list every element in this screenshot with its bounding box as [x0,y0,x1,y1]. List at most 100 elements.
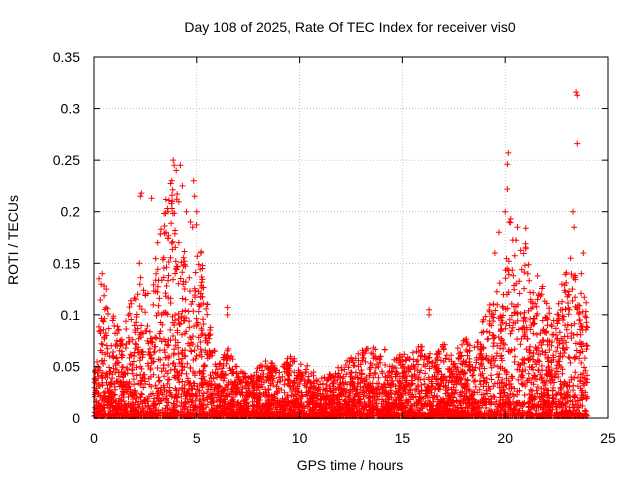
data-point [310,383,317,389]
data-point [454,345,461,352]
data-point [149,390,156,397]
data-point [273,406,280,413]
data-point [415,400,422,407]
data-point [524,335,531,342]
data-point [496,400,503,407]
data-point [418,402,425,408]
data-point [512,353,518,360]
data-point [97,297,104,303]
data-point [206,335,213,342]
data-point [473,357,480,363]
data-point [208,349,215,356]
data-point [505,289,512,296]
data-point [166,387,173,394]
data-point [417,376,424,383]
data-point [453,368,460,375]
data-point [186,324,193,331]
data-point [314,387,321,394]
data-point [405,398,412,405]
data-point [175,239,182,246]
data-point [188,399,195,406]
data-point [250,383,257,390]
data-point [274,379,281,386]
data-point [491,380,498,387]
data-point [110,313,117,320]
data-point [190,368,196,375]
data-point [319,380,326,387]
data-point [478,356,485,363]
data-point [204,389,211,396]
data-point [132,399,139,406]
data-point [491,394,498,401]
data-point [98,357,105,364]
data-point [361,380,368,387]
data-point [214,366,221,373]
data-point [543,314,550,321]
data-point [502,306,509,313]
data-point [322,408,329,415]
data-point [460,337,467,344]
data-point [360,387,367,394]
data-point [374,409,381,416]
data-point [370,374,377,381]
data-point [357,395,364,402]
data-point [357,383,364,390]
data-point [197,346,204,353]
data-point [408,372,415,379]
data-point [164,380,171,387]
data-point [510,272,517,279]
data-point [101,315,108,322]
data-point [461,392,468,399]
data-point [156,330,163,337]
data-point [187,288,193,295]
data-point [209,406,216,413]
data-point [439,344,446,350]
data-point [181,248,188,255]
data-point [335,407,342,414]
data-point [167,180,174,187]
data-point [166,376,173,383]
data-point [408,362,415,369]
data-point [100,402,107,409]
data-point [131,387,138,394]
data-point [188,386,195,393]
data-point [428,389,435,396]
data-point [553,348,559,355]
data-point [268,392,275,399]
data-point [142,378,149,385]
data-point [424,388,430,394]
data-point [179,269,186,276]
data-point [345,364,352,371]
data-point [226,390,233,397]
data-point [229,380,236,387]
data-point [554,344,561,351]
data-point [484,390,491,397]
data-point [506,400,513,407]
data-point [188,392,195,398]
data-point [161,223,168,229]
data-point [204,339,211,346]
data-point [493,288,500,295]
data-point [541,390,548,397]
data-point [560,317,566,323]
data-point [255,374,262,381]
data-point [179,308,186,315]
data-point [509,324,516,331]
data-point [310,397,317,404]
data-point [129,336,136,343]
data-point [372,397,378,403]
data-point [355,380,362,387]
data-point [354,386,361,393]
data-point [286,382,293,389]
data-point [388,403,395,410]
data-point [576,316,583,323]
data-point [415,349,422,356]
data-point [232,363,239,370]
data-point [168,177,175,184]
data-point [193,315,200,322]
data-point [165,399,172,406]
data-point [280,404,287,411]
data-point [362,404,369,411]
data-point [105,390,112,397]
data-point [577,377,584,384]
